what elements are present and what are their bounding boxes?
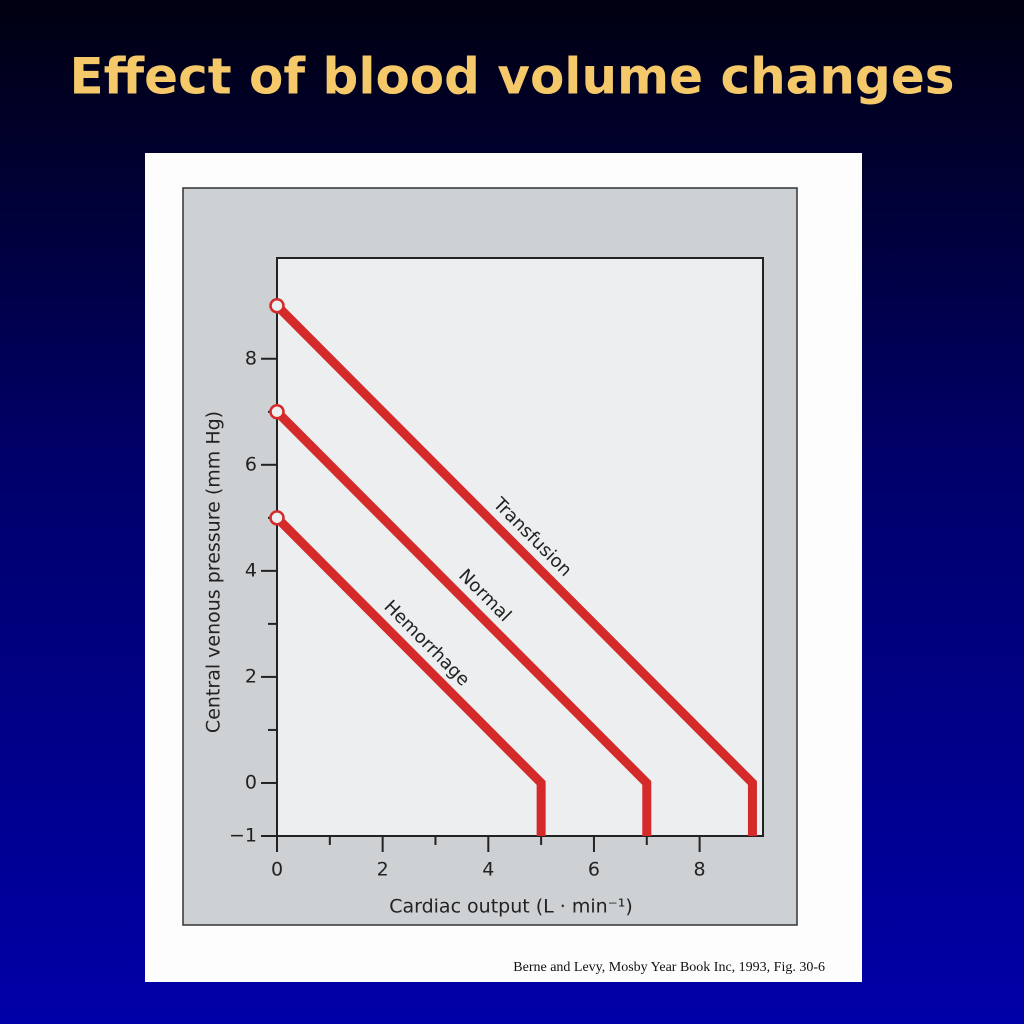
y-tick-label: 6 xyxy=(245,453,257,475)
start-marker xyxy=(269,404,285,420)
y-tick-label: 2 xyxy=(245,665,257,687)
slide-title: Effect of blood volume changes xyxy=(70,48,955,106)
x-tick-label: 4 xyxy=(482,859,494,881)
series-line xyxy=(273,408,652,836)
y-axis-label: Central venous pressure (mm Hg) xyxy=(203,411,225,733)
start-marker xyxy=(269,297,285,314)
series-line xyxy=(273,514,546,836)
y-tick-label: 0 xyxy=(245,771,257,793)
x-tick-label: 8 xyxy=(694,859,706,881)
start-marker xyxy=(269,510,285,526)
y-tick-label: 4 xyxy=(245,559,257,581)
source-note: Berne and Levy, Mosby Year Book Inc, 199… xyxy=(513,960,825,975)
y-tick-label: 8 xyxy=(245,347,257,369)
x-axis-label: Cardiac output (L · min⁻¹) xyxy=(389,896,633,918)
x-tick-label: 0 xyxy=(271,859,283,881)
series-line xyxy=(273,302,757,836)
x-tick-label: 2 xyxy=(377,859,389,881)
y-tick-label: −1 xyxy=(229,825,257,847)
x-tick-label: 6 xyxy=(588,859,600,881)
